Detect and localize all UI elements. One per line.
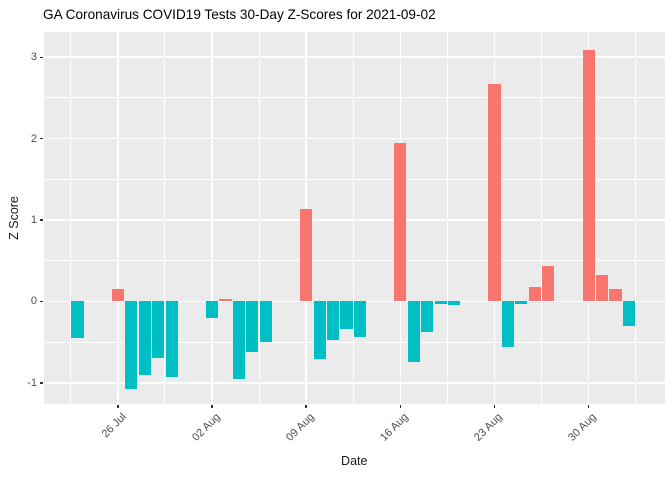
bar-negative (232, 301, 245, 379)
minor-gridline-vertical (635, 32, 637, 404)
bar-positive (300, 209, 313, 302)
bar-negative (501, 301, 514, 347)
major-gridline-horizontal (43, 137, 665, 140)
x-tick-label: 02 Aug (189, 411, 223, 444)
minor-gridline-horizontal (43, 341, 665, 343)
x-tick-label: 16 Aug (378, 411, 411, 444)
x-axis-title: Date (341, 454, 368, 468)
major-gridline-horizontal (43, 219, 665, 221)
bar-negative (434, 301, 447, 304)
bar-negative (125, 301, 138, 390)
y-tick-label: 3 (30, 51, 37, 64)
minor-gridline-vertical (164, 32, 166, 404)
bar-positive (596, 275, 609, 302)
bar-negative (165, 301, 178, 378)
major-gridline-horizontal (43, 56, 665, 59)
y-tick-label: 0 (30, 295, 37, 308)
major-gridline-vertical (117, 32, 119, 404)
minor-gridline-horizontal (43, 260, 665, 262)
chart-title: GA Coronavirus COVID19 Tests 30-Day Z-Sc… (43, 7, 436, 22)
minor-gridline-vertical (258, 32, 260, 404)
bar-negative (205, 301, 219, 318)
x-tick-mark (399, 404, 401, 408)
major-gridline-horizontal (43, 382, 665, 384)
bar-positive (111, 289, 124, 302)
x-tick-label: 23 Aug (472, 411, 505, 444)
bar-negative (259, 301, 272, 343)
y-tick-mark (40, 382, 44, 384)
bar-positive (394, 142, 407, 302)
y-tick-mark (40, 300, 44, 303)
bar-negative (448, 301, 461, 305)
x-tick-label: 09 Aug (283, 411, 317, 444)
bar-negative (515, 301, 528, 304)
bar-negative (327, 301, 340, 340)
x-tick-mark (305, 404, 307, 408)
bar-negative (246, 301, 259, 352)
x-tick-mark (211, 404, 213, 408)
bar-negative (421, 301, 434, 333)
bar-positive (219, 298, 232, 302)
bar-positive (609, 289, 622, 302)
bar-positive (528, 286, 541, 302)
minor-gridline-horizontal (43, 97, 665, 99)
plot-panel (43, 32, 665, 404)
bar-negative (138, 301, 151, 375)
major-gridline-vertical (211, 32, 213, 404)
minor-gridline-horizontal (43, 178, 665, 180)
bar-positive (582, 49, 595, 302)
minor-gridline-vertical (352, 32, 354, 404)
minor-gridline-vertical (70, 32, 72, 404)
bar-negative (407, 301, 420, 363)
bar-positive (542, 265, 555, 302)
y-tick-mark (40, 137, 44, 140)
y-tick-mark (40, 56, 44, 58)
minor-gridline-vertical (541, 32, 542, 404)
bar-negative (622, 301, 635, 326)
bar-positive (488, 84, 501, 302)
x-tick-mark (117, 404, 119, 408)
minor-gridline-vertical (446, 32, 448, 404)
bar-negative (152, 301, 165, 358)
bar-negative (71, 301, 84, 339)
x-tick-label: 30 Aug (566, 411, 600, 444)
x-tick-mark (493, 404, 496, 408)
y-tick-mark (40, 219, 44, 221)
bar-negative (313, 301, 326, 360)
x-tick-mark (587, 404, 590, 408)
y-tick-label: -1 (27, 376, 37, 389)
y-tick-label: 2 (30, 132, 37, 145)
bar-negative (340, 301, 353, 330)
y-tick-label: 1 (30, 214, 37, 227)
x-tick-label: 26 Jul (99, 411, 129, 441)
bar-negative (353, 301, 366, 338)
